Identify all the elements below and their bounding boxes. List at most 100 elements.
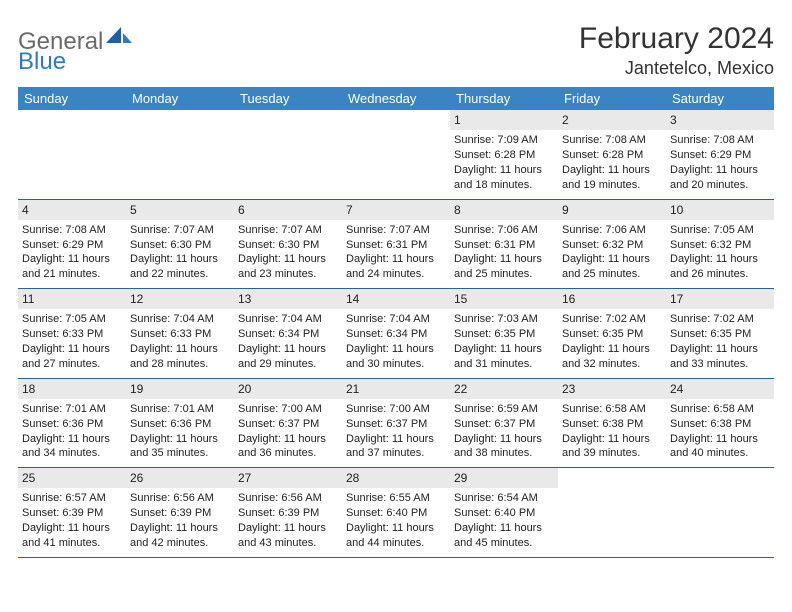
daylight-text: Daylight: 11 hours	[130, 252, 230, 267]
day-content: Sunrise: 7:03 AMSunset: 6:35 PMDaylight:…	[454, 312, 554, 371]
day-content: Sunrise: 7:04 AMSunset: 6:34 PMDaylight:…	[238, 312, 338, 371]
daylight-text: Daylight: 11 hours	[346, 342, 446, 357]
sunrise-text: Sunrise: 6:58 AM	[562, 402, 662, 417]
sunset-text: Sunset: 6:34 PM	[346, 327, 446, 342]
day-number: 2	[558, 110, 666, 130]
day-content: Sunrise: 6:56 AMSunset: 6:39 PMDaylight:…	[238, 491, 338, 550]
day-content: Sunrise: 7:04 AMSunset: 6:33 PMDaylight:…	[130, 312, 230, 371]
calendar-day: 4Sunrise: 7:08 AMSunset: 6:29 PMDaylight…	[18, 200, 126, 289]
logo-text-blue: Blue	[18, 48, 66, 75]
daylight-text: Daylight: 11 hours	[670, 163, 770, 178]
day-content: Sunrise: 7:08 AMSunset: 6:29 PMDaylight:…	[670, 133, 770, 192]
calendar-day: 10 Sunrise: 7:05 AMSunset: 6:32 PMDayligh…	[666, 200, 774, 289]
weekday-header: Monday	[126, 87, 234, 110]
daylight-text: and 19 minutes.	[562, 178, 662, 193]
sunset-text: Sunset: 6:30 PM	[130, 238, 230, 253]
sunset-text: Sunset: 6:31 PM	[454, 238, 554, 253]
calendar-day: 5Sunrise: 7:07 AMSunset: 6:30 PMDaylight…	[126, 200, 234, 289]
day-content: Sunrise: 7:01 AMSunset: 6:36 PMDaylight:…	[22, 402, 122, 461]
sunset-text: Sunset: 6:35 PM	[562, 327, 662, 342]
calendar-day: 2 Sunrise: 7:08 AMSunset: 6:28 PMDaylight…	[558, 110, 666, 199]
sunrise-text: Sunrise: 7:06 AM	[454, 223, 554, 238]
daylight-text: Daylight: 11 hours	[670, 252, 770, 267]
sunrise-text: Sunrise: 7:01 AM	[130, 402, 230, 417]
sunset-text: Sunset: 6:38 PM	[562, 417, 662, 432]
weekday-header: Saturday	[666, 87, 774, 110]
day-number: 26	[126, 468, 234, 488]
day-content: Sunrise: 7:00 AMSunset: 6:37 PMDaylight:…	[346, 402, 446, 461]
calendar-day: 0.	[234, 110, 342, 199]
sunrise-text: Sunrise: 6:54 AM	[454, 491, 554, 506]
daylight-text: and 24 minutes.	[346, 267, 446, 282]
sunset-text: Sunset: 6:40 PM	[346, 506, 446, 521]
day-content: Sunrise: 6:58 AMSunset: 6:38 PMDaylight:…	[670, 402, 770, 461]
sunset-text: Sunset: 6:33 PM	[130, 327, 230, 342]
calendar-day: 11Sunrise: 7:05 AMSunset: 6:33 PMDayligh…	[18, 289, 126, 378]
sunset-text: Sunset: 6:28 PM	[562, 148, 662, 163]
day-content: Sunrise: 7:04 AMSunset: 6:34 PMDaylight:…	[346, 312, 446, 371]
day-content: Sunrise: 7:08 AMSunset: 6:29 PMDaylight:…	[22, 223, 122, 282]
day-number: 28	[342, 468, 450, 488]
daylight-text: Daylight: 11 hours	[562, 342, 662, 357]
day-content: Sunrise: 6:56 AMSunset: 6:39 PMDaylight:…	[130, 491, 230, 550]
day-number: 16	[558, 289, 666, 309]
daylight-text: and 35 minutes.	[130, 446, 230, 461]
day-number: 10	[666, 200, 774, 220]
daylight-text: Daylight: 11 hours	[454, 342, 554, 357]
sunset-text: Sunset: 6:39 PM	[130, 506, 230, 521]
daylight-text: and 45 minutes.	[454, 536, 554, 551]
calendar-day: 0.	[18, 110, 126, 199]
title-block: February 2024 Jantetelco, Mexico	[579, 22, 774, 79]
daylight-text: Daylight: 11 hours	[454, 163, 554, 178]
sunrise-text: Sunrise: 7:07 AM	[346, 223, 446, 238]
daylight-text: and 25 minutes.	[562, 267, 662, 282]
daylight-text: Daylight: 11 hours	[130, 432, 230, 447]
sunset-text: Sunset: 6:36 PM	[22, 417, 122, 432]
day-number: 23	[558, 379, 666, 399]
page-header: General February 2024 Jantetelco, Mexico	[18, 22, 774, 79]
daylight-text: and 37 minutes.	[346, 446, 446, 461]
day-number: 6	[234, 200, 342, 220]
calendar-day: 3Sunrise: 7:08 AMSunset: 6:29 PMDaylight…	[666, 110, 774, 199]
sunrise-text: Sunrise: 6:55 AM	[346, 491, 446, 506]
day-content: Sunrise: 7:08 AMSunset: 6:28 PMDaylight:…	[562, 133, 662, 192]
day-content: Sunrise: 6:57 AMSunset: 6:39 PMDaylight:…	[22, 491, 122, 550]
sunrise-text: Sunrise: 7:06 AM	[562, 223, 662, 238]
calendar-day: 22Sunrise: 6:59 AMSunset: 6:37 PMDayligh…	[450, 379, 558, 468]
day-content: Sunrise: 7:07 AMSunset: 6:31 PMDaylight:…	[346, 223, 446, 282]
daylight-text: Daylight: 11 hours	[238, 432, 338, 447]
sunrise-text: Sunrise: 7:09 AM	[454, 133, 554, 148]
sunrise-text: Sunrise: 7:05 AM	[22, 312, 122, 327]
daylight-text: and 26 minutes.	[670, 267, 770, 282]
sunset-text: Sunset: 6:36 PM	[130, 417, 230, 432]
sunrise-text: Sunrise: 7:08 AM	[562, 133, 662, 148]
daylight-text: and 30 minutes.	[346, 357, 446, 372]
day-number: 24	[666, 379, 774, 399]
sunrise-text: Sunrise: 7:02 AM	[562, 312, 662, 327]
weekday-header: Thursday	[450, 87, 558, 110]
logo-sail-icon	[106, 27, 132, 52]
calendar-day: 17Sunrise: 7:02 AMSunset: 6:35 PMDayligh…	[666, 289, 774, 378]
calendar-day: 16 Sunrise: 7:02 AMSunset: 6:35 PMDayligh…	[558, 289, 666, 378]
daylight-text: and 22 minutes.	[130, 267, 230, 282]
day-number: 12	[126, 289, 234, 309]
sunset-text: Sunset: 6:35 PM	[670, 327, 770, 342]
calendar-day: 0.	[558, 468, 666, 557]
sunrise-text: Sunrise: 7:05 AM	[670, 223, 770, 238]
sunset-text: Sunset: 6:33 PM	[22, 327, 122, 342]
day-content: Sunrise: 6:54 AMSunset: 6:40 PMDaylight:…	[454, 491, 554, 550]
daylight-text: and 23 minutes.	[238, 267, 338, 282]
daylight-text: and 39 minutes.	[562, 446, 662, 461]
day-content: Sunrise: 7:01 AMSunset: 6:36 PMDaylight:…	[130, 402, 230, 461]
calendar-week: 4Sunrise: 7:08 AMSunset: 6:29 PMDaylight…	[18, 200, 774, 290]
daylight-text: Daylight: 11 hours	[130, 521, 230, 536]
sunrise-text: Sunrise: 7:00 AM	[346, 402, 446, 417]
daylight-text: and 41 minutes.	[22, 536, 122, 551]
calendar-day: 21Sunrise: 7:00 AMSunset: 6:37 PMDayligh…	[342, 379, 450, 468]
sunset-text: Sunset: 6:32 PM	[670, 238, 770, 253]
calendar-day: 23Sunrise: 6:58 AMSunset: 6:38 PMDayligh…	[558, 379, 666, 468]
calendar-day: 6Sunrise: 7:07 AMSunset: 6:30 PMDaylight…	[234, 200, 342, 289]
daylight-text: Daylight: 11 hours	[454, 252, 554, 267]
calendar-day: 26 Sunrise: 6:56 AMSunset: 6:39 PMDayligh…	[126, 468, 234, 557]
sunrise-text: Sunrise: 7:04 AM	[238, 312, 338, 327]
